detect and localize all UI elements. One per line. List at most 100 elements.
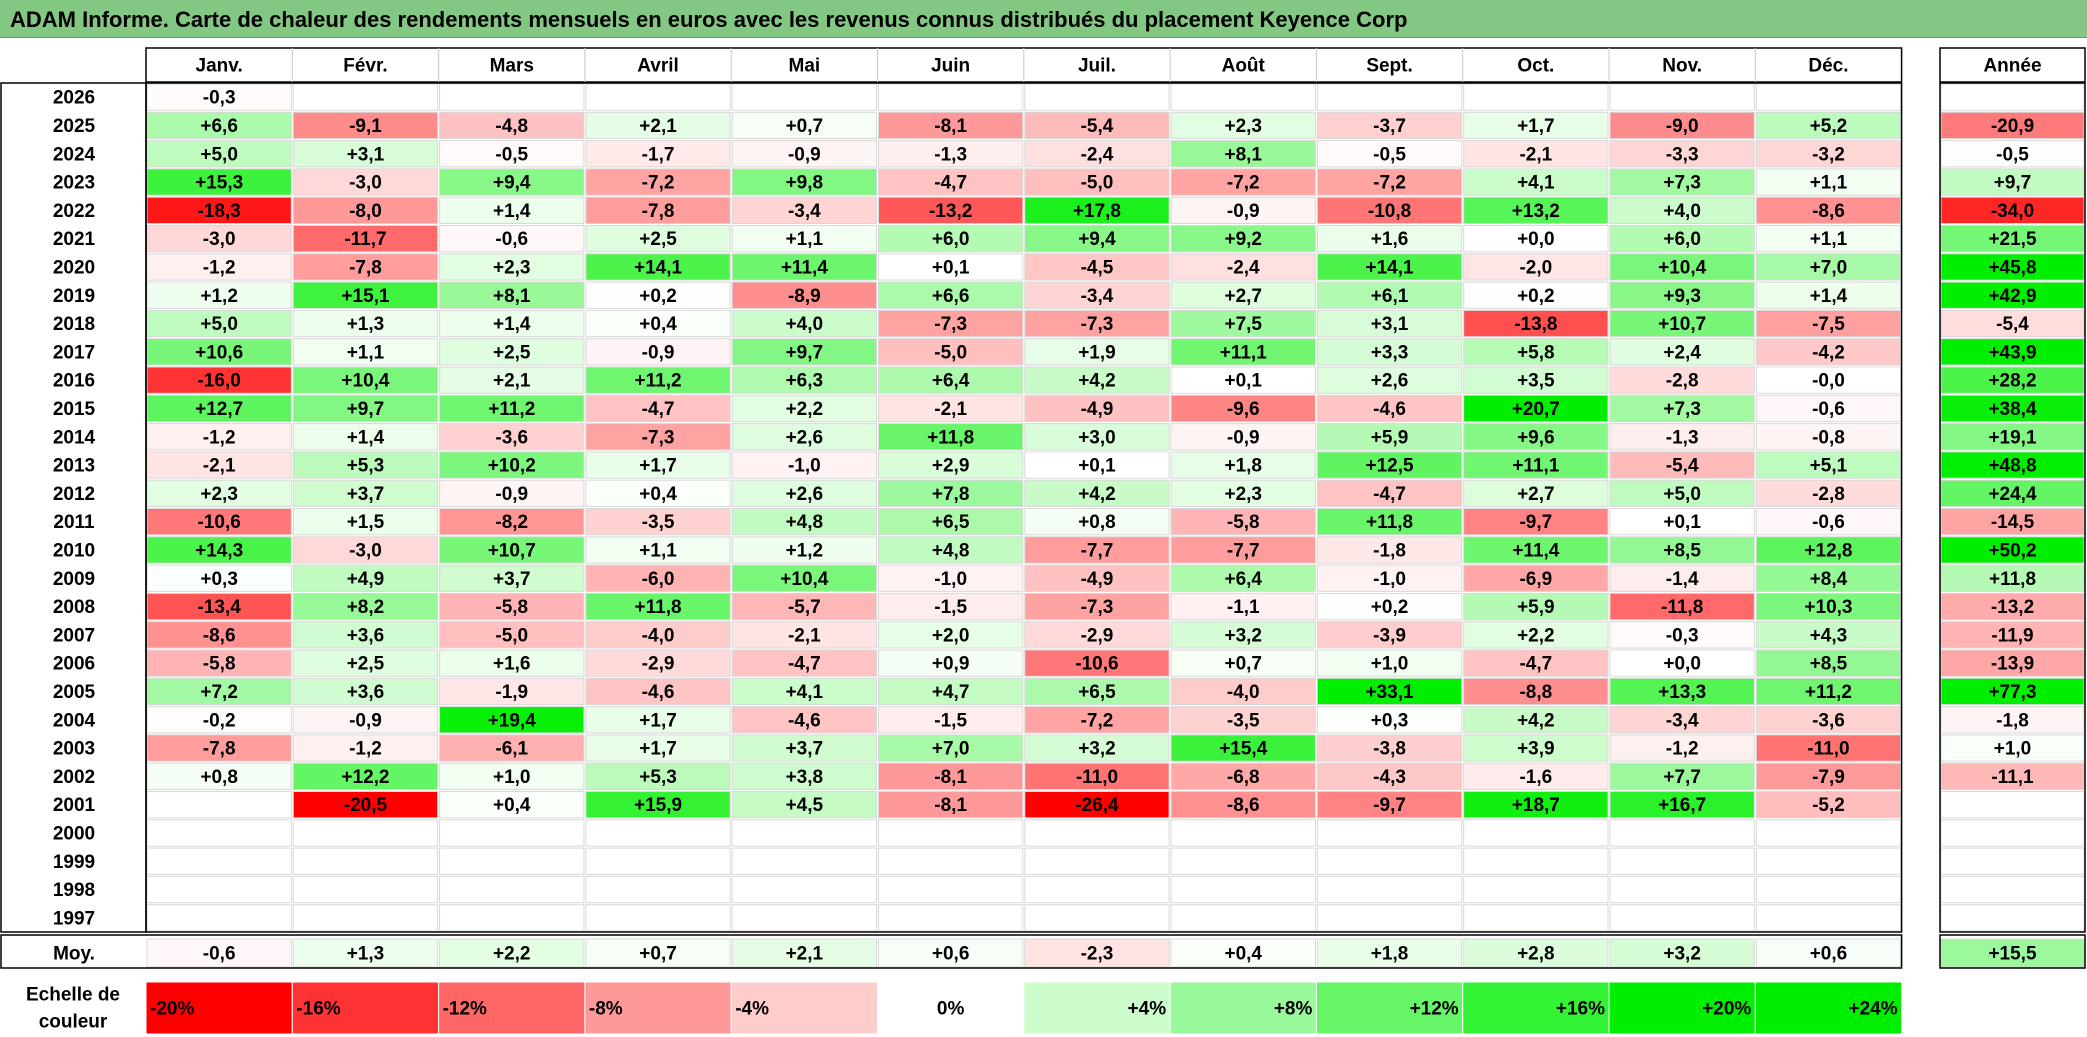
heatmap-cell: [1609, 875, 1755, 904]
heatmap-cell: [585, 225, 731, 253]
annual-value: +77,3: [1988, 682, 2036, 703]
cell-value: +2,2: [786, 399, 824, 420]
year-label: 2010: [53, 540, 95, 561]
heatmap-cell: [439, 564, 585, 592]
scale-swatch: [291, 981, 440, 1035]
heatmap-cell: [731, 83, 878, 111]
cell-value: -0,9: [788, 144, 821, 165]
heatmap-cell: [292, 706, 439, 734]
heatmap-cell: [439, 338, 585, 366]
cell-value: +5,0: [200, 144, 238, 165]
cell-value: +10,4: [780, 569, 829, 590]
cell-value: +0,8: [200, 767, 238, 788]
cell-value: -1,3: [934, 144, 967, 165]
year-label: 2008: [53, 597, 95, 618]
cell-value: +6,3: [786, 371, 824, 392]
year-label: 2021: [53, 229, 96, 250]
cell-value: +11,8: [1366, 512, 1413, 533]
heatmap-cell: [878, 847, 1024, 875]
average-value: +0,7: [639, 944, 677, 965]
cell-value: +12,2: [341, 767, 389, 788]
scale-label: -12%: [443, 999, 487, 1020]
year-label: 2014: [53, 427, 96, 448]
heatmap-cell: [292, 168, 439, 196]
cell-value: +4,2: [1078, 371, 1116, 392]
cell-value: -0,0: [1812, 371, 1845, 392]
heatmap-cell: [292, 309, 439, 338]
annual-value: +1,0: [1994, 739, 2032, 760]
heatmap-cell: [292, 196, 439, 224]
cell-value: +0,1: [1663, 512, 1701, 533]
cell-value: -6,9: [1519, 569, 1552, 590]
heatmap-cell: [146, 451, 292, 479]
cell-value: +3,0: [1078, 427, 1116, 448]
average-value: +3,2: [1663, 944, 1701, 965]
annual-cell: [1940, 83, 2085, 111]
scale-label: +20%: [1702, 999, 1751, 1020]
heatmap-cell: [731, 423, 878, 451]
cell-value: -26,4: [1075, 795, 1119, 816]
annual-value: +50,2: [1988, 540, 2036, 561]
heatmap-cell: [878, 592, 1024, 621]
average-value: +2,1: [786, 944, 824, 965]
heatmap-cell: [878, 281, 1024, 309]
heatmap-cell: [146, 762, 292, 791]
average-value: +0,6: [1810, 944, 1848, 965]
cell-value: +6,4: [932, 371, 970, 392]
heatmap-cell: [1463, 904, 1609, 932]
scale-swatch: [584, 981, 732, 1035]
heatmap-cell: [1755, 592, 1902, 621]
heatmap-cell: [585, 649, 731, 677]
average-annual-value: +15,5: [1988, 944, 2037, 965]
heatmap-cell: [146, 366, 292, 394]
month-header-label: Juil.: [1078, 56, 1116, 77]
cell-value: -1,7: [642, 144, 675, 165]
heatmap-cell: [1609, 196, 1755, 224]
heatmap-cell: [1755, 875, 1902, 904]
heatmap-cell: [1170, 394, 1316, 423]
cell-value: +1,3: [347, 314, 385, 335]
heatmap-cell: [1316, 394, 1463, 423]
scale-swatch: [1608, 981, 1756, 1035]
cell-value: -6,0: [642, 569, 675, 590]
month-header-label: Nov.: [1662, 56, 1702, 77]
cell-value: -0,6: [1812, 399, 1845, 420]
month-header-label: Févr.: [343, 56, 387, 77]
cell-value: +12,8: [1804, 540, 1852, 561]
month-header-label: Sept.: [1366, 56, 1412, 77]
cell-value: -0,9: [495, 484, 528, 505]
heatmap-cell: [1024, 168, 1170, 196]
cell-value: +3,6: [347, 682, 385, 703]
cell-value: -0,3: [1666, 625, 1699, 646]
cell-value: -7,7: [1227, 540, 1260, 561]
cell-value: -0,2: [203, 710, 236, 731]
cell-value: +3,9: [1517, 739, 1555, 760]
cell-value: -5,0: [1081, 173, 1114, 194]
cell-value: +7,3: [1663, 173, 1701, 194]
heatmap-cell: [1755, 451, 1902, 479]
heatmap-cell: [878, 479, 1024, 508]
cell-value: -1,9: [495, 682, 528, 703]
cell-value: +2,1: [493, 371, 531, 392]
heatmap-cell: [146, 338, 292, 366]
annual-value: -13,2: [1991, 597, 2034, 618]
scale-label: -4%: [735, 999, 769, 1020]
cell-value: -0,3: [203, 88, 236, 109]
heatmap-cell: [1024, 479, 1170, 508]
heatmap-cell: [146, 508, 292, 536]
heatmap-cell: [1609, 649, 1755, 677]
cell-value: +4,8: [786, 512, 824, 533]
heatmap-cell: [1170, 479, 1316, 508]
annual-cell: [1940, 734, 2085, 762]
heatmap-cell: [146, 225, 292, 253]
heatmap-cell: [1024, 451, 1170, 479]
heatmap-cell: [292, 140, 439, 168]
heatmap-cell: [1463, 592, 1609, 621]
heatmap-cell: [439, 621, 585, 649]
heatmap-cell: [731, 762, 878, 791]
cell-value: +0,4: [639, 484, 677, 505]
heatmap-cell: [1755, 791, 1902, 819]
heatmap-cell: [585, 83, 731, 111]
average-value: +2,2: [493, 944, 531, 965]
cell-value: -2,9: [642, 654, 675, 675]
